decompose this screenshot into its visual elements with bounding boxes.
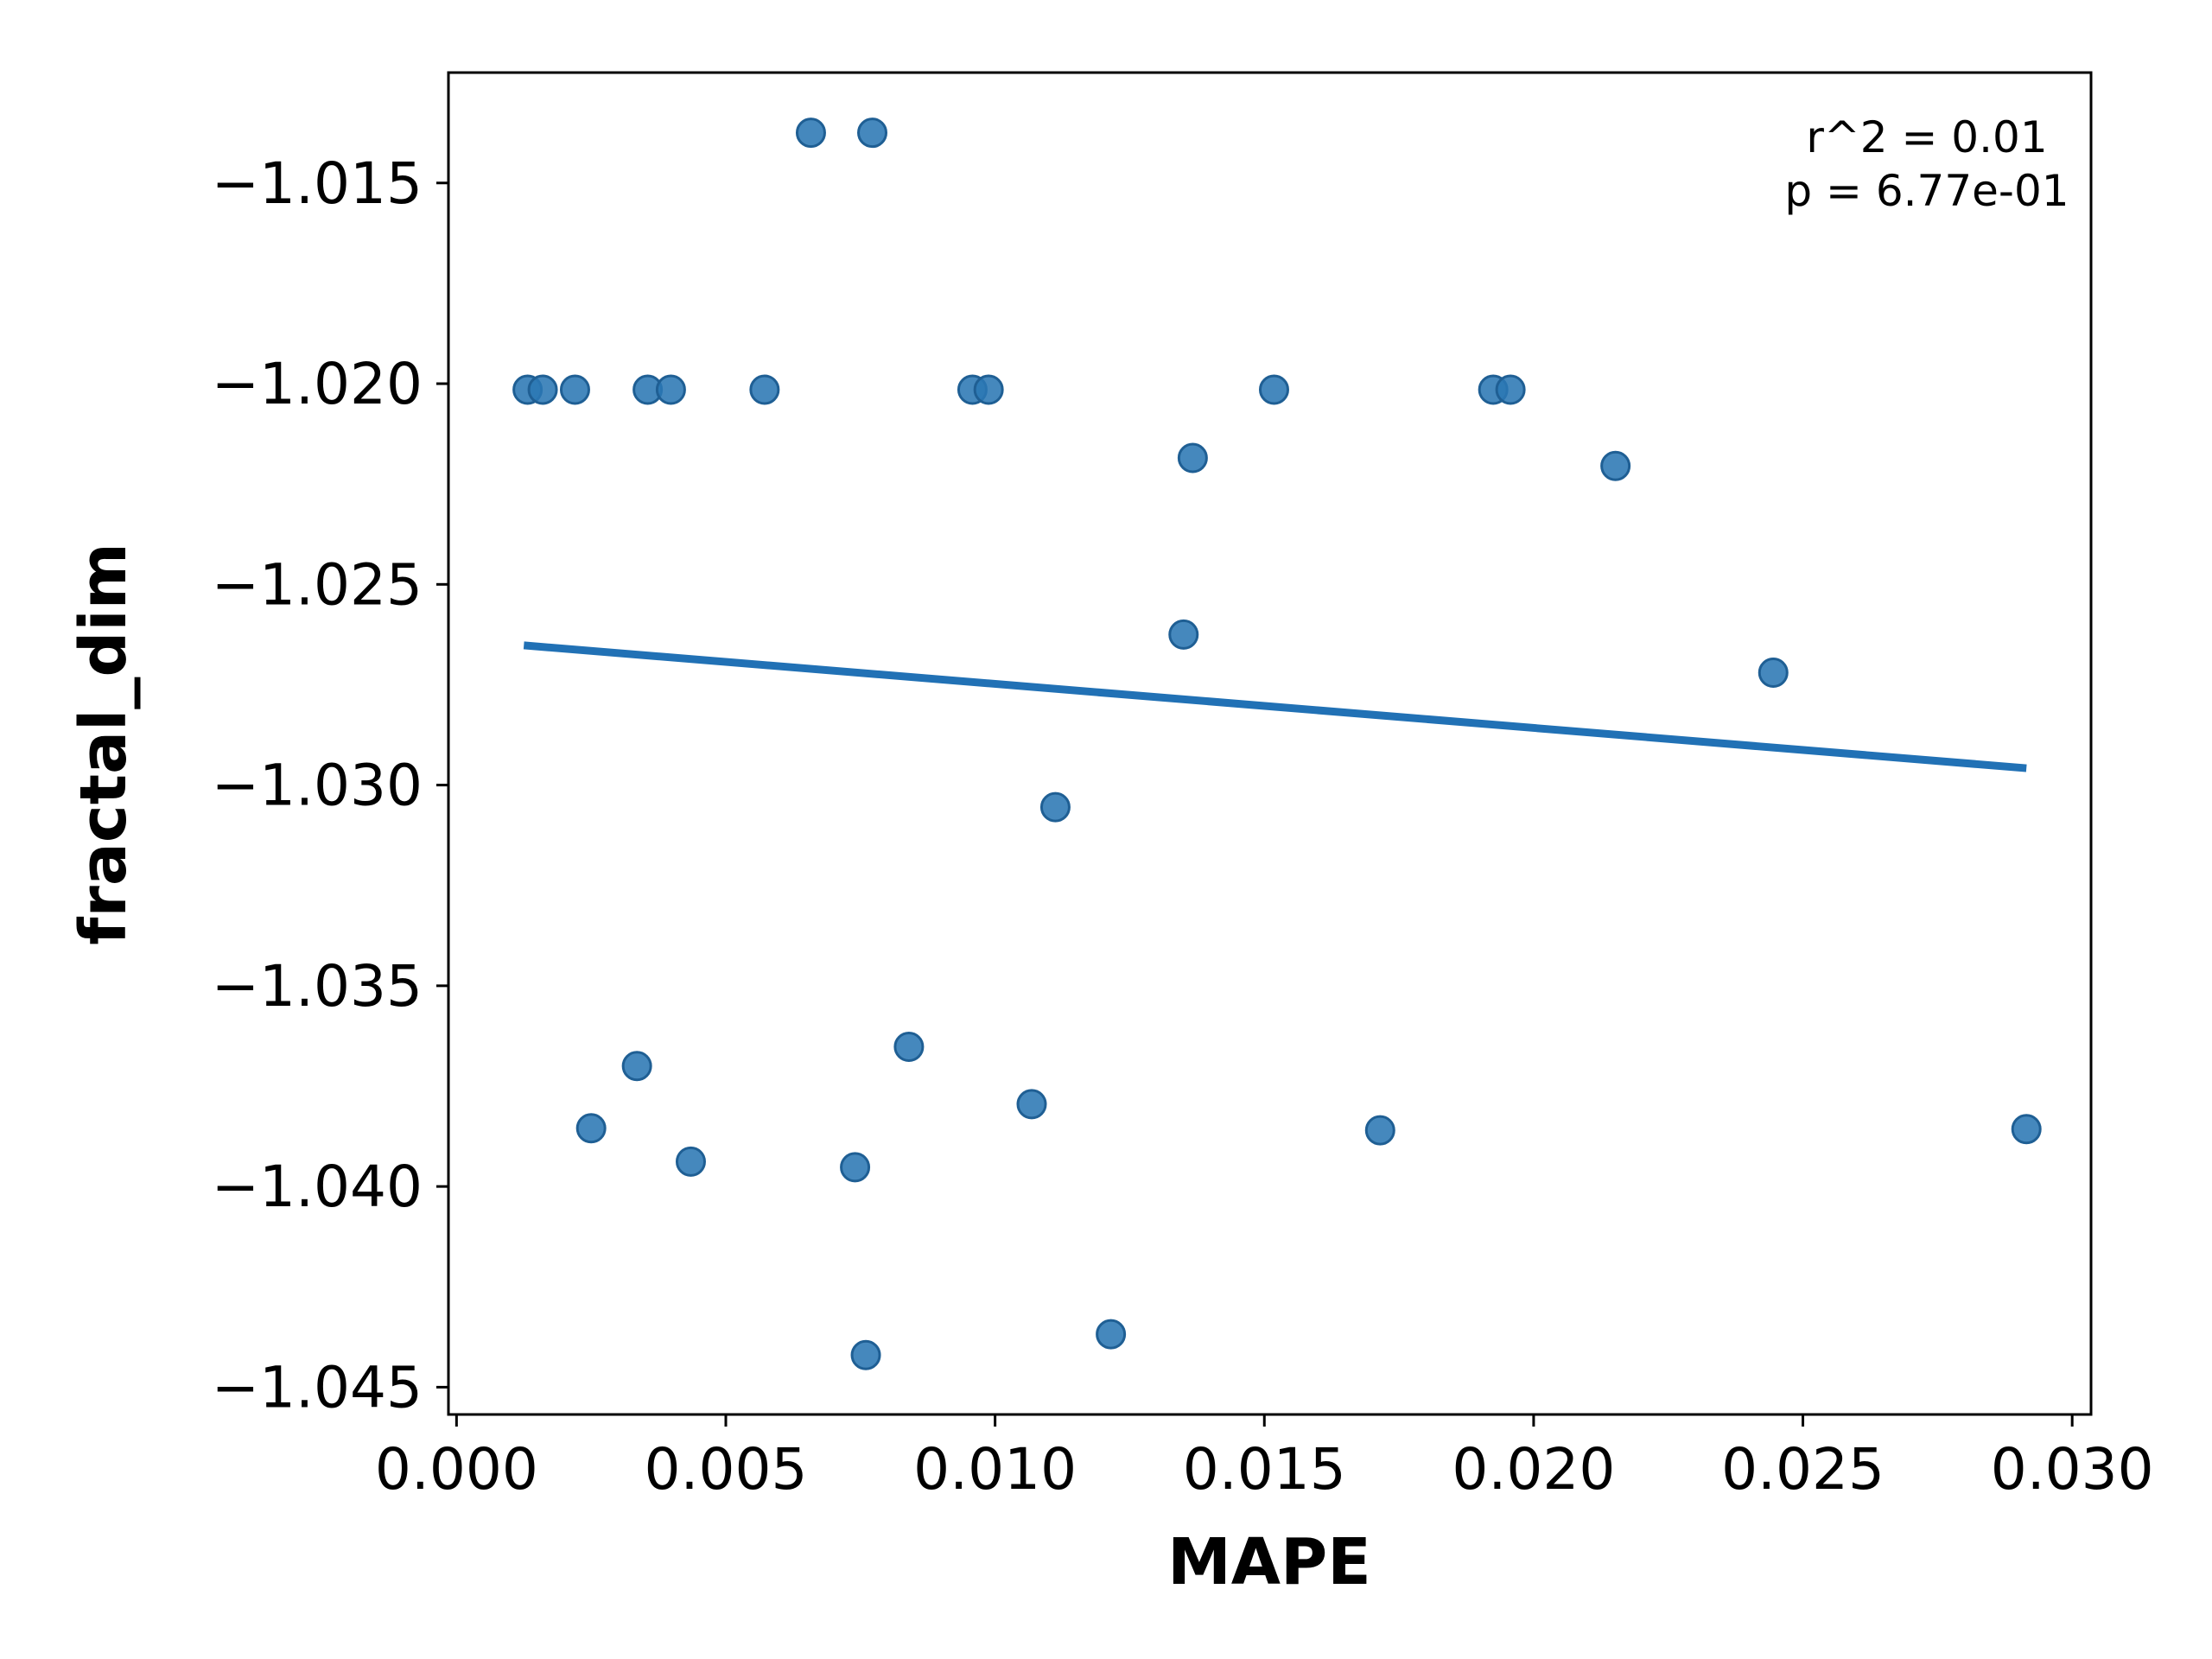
y-tick-label: −1.035 [212, 953, 423, 1020]
data-point-27 [1758, 658, 1789, 689]
x-tick-label: 0.015 [1183, 1436, 1346, 1503]
plot-background [448, 73, 2091, 1414]
data-point-23 [1364, 1115, 1395, 1146]
data-point-14 [893, 1031, 925, 1062]
x-tick-label: 0.030 [1991, 1436, 2154, 1503]
x-tick-label: 0.000 [375, 1436, 538, 1503]
data-point-26 [1600, 450, 1631, 481]
data-point-2 [527, 374, 558, 405]
data-point-3 [559, 374, 590, 405]
points-layer [512, 118, 2042, 1370]
y-tick-label: −1.030 [212, 753, 423, 819]
y-axis-title: fractal_dim [67, 543, 141, 945]
y-tick-label: −1.040 [212, 1154, 423, 1220]
y-tick-label: −1.045 [212, 1354, 423, 1421]
regression-line [523, 641, 2027, 772]
y-tick-label: −1.025 [212, 551, 423, 618]
data-point-4 [575, 1113, 607, 1144]
data-point-19 [1096, 1319, 1127, 1350]
data-point-13 [857, 118, 888, 149]
x-tick-label: 0.020 [1452, 1436, 1615, 1503]
data-point-28 [2011, 1114, 2042, 1145]
data-point-18 [1039, 791, 1071, 823]
x-tick-label: 0.025 [1721, 1436, 1885, 1503]
data-point-9 [749, 374, 780, 405]
r-squared-annotation: r^2 = 0.01 [1806, 112, 2047, 162]
fit-layer [523, 641, 2027, 772]
data-point-11 [840, 1152, 871, 1183]
data-point-25 [1495, 374, 1526, 405]
x-tick-label: 0.005 [645, 1436, 808, 1503]
data-point-17 [1016, 1089, 1047, 1120]
data-point-10 [795, 118, 826, 149]
data-point-8 [675, 1146, 706, 1177]
data-point-5 [621, 1051, 652, 1082]
x-tick-label: 0.010 [913, 1436, 1077, 1503]
data-point-21 [1177, 442, 1208, 474]
p-value-annotation: p = 6.77e-01 [1784, 166, 2069, 216]
y-axis-ticks: −1.015 −1.020 −1.025 −1.030 −1.035 −1.040 −1.0… [212, 150, 448, 1421]
data-point-12 [850, 1339, 881, 1370]
data-point-7 [655, 374, 686, 405]
x-axis-title: MAPE [1167, 1525, 1371, 1599]
data-point-16 [973, 374, 1004, 405]
x-axis-ticks: 0.000 0.005 0.010 0.015 0.020 0.025 0.030 [375, 1414, 2154, 1503]
plot-frame [447, 71, 2093, 1416]
data-point-20 [1168, 619, 1199, 650]
y-tick-label: −1.015 [212, 150, 423, 217]
data-point-22 [1258, 374, 1289, 405]
y-tick-label: −1.020 [212, 351, 423, 417]
